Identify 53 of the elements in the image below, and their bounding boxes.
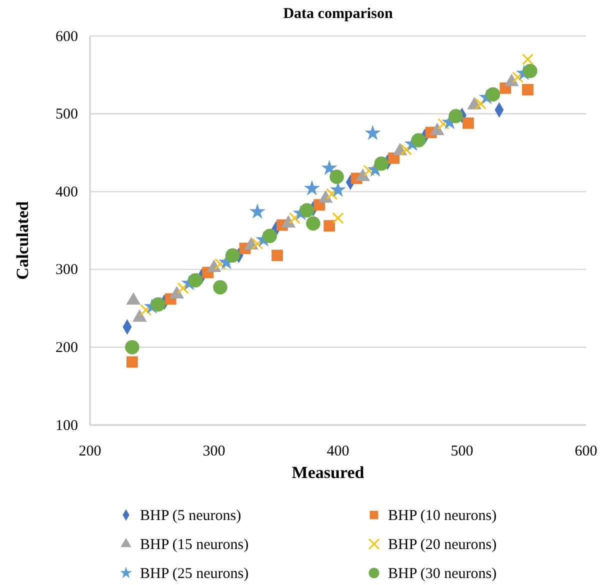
point [448,109,463,124]
point [252,238,264,250]
legend-label: BHP (25 neurons) [140,566,249,582]
x-tick-label: 400 [326,444,350,460]
y-tick-label: 100 [56,418,78,434]
y-tick-label: 200 [56,340,78,356]
legend-label: BHP (15 neurons) [140,537,249,553]
point [474,98,486,110]
point [400,144,412,156]
point [512,71,524,83]
y-tick-label: 600 [56,28,78,45]
point [249,203,266,219]
y-tick-label: 500 [56,106,78,123]
point [523,64,538,78]
chart-title: Data comparison [283,6,394,22]
point [306,216,320,231]
point [213,280,228,294]
x-tick-label: 500 [450,444,474,460]
legend-label: BHP (10 neurons) [388,508,497,524]
point [411,133,426,148]
point [330,170,344,184]
point [438,118,450,130]
x-tick-label: 200 [78,444,102,460]
legend-label: BHP (5 neurons) [140,508,242,524]
point [522,54,534,66]
point [151,297,166,312]
point [272,250,283,262]
y-tick-label: 400 [56,184,78,200]
point [324,220,336,232]
point [330,182,346,197]
point [225,248,240,263]
legend-label: BHP (20 neurons) [388,537,497,553]
point [374,156,389,171]
x-tick-label: 300 [202,444,226,460]
point [363,164,375,176]
point [188,273,203,288]
y-tick-label: 300 [56,262,78,278]
point [214,258,226,270]
point [126,356,138,368]
point [304,180,320,196]
point [462,117,474,129]
point [321,160,338,176]
point [332,212,344,224]
point [262,228,277,244]
x-tick-label: 600 [574,444,598,460]
point [300,203,314,218]
point [364,124,381,140]
legend-label: BHP (30 neurons) [388,566,497,582]
point [125,340,140,354]
point [522,84,534,96]
point [486,87,500,102]
x-axis-title: Measured [292,463,365,482]
y-axis-title: Calculated [13,200,32,280]
